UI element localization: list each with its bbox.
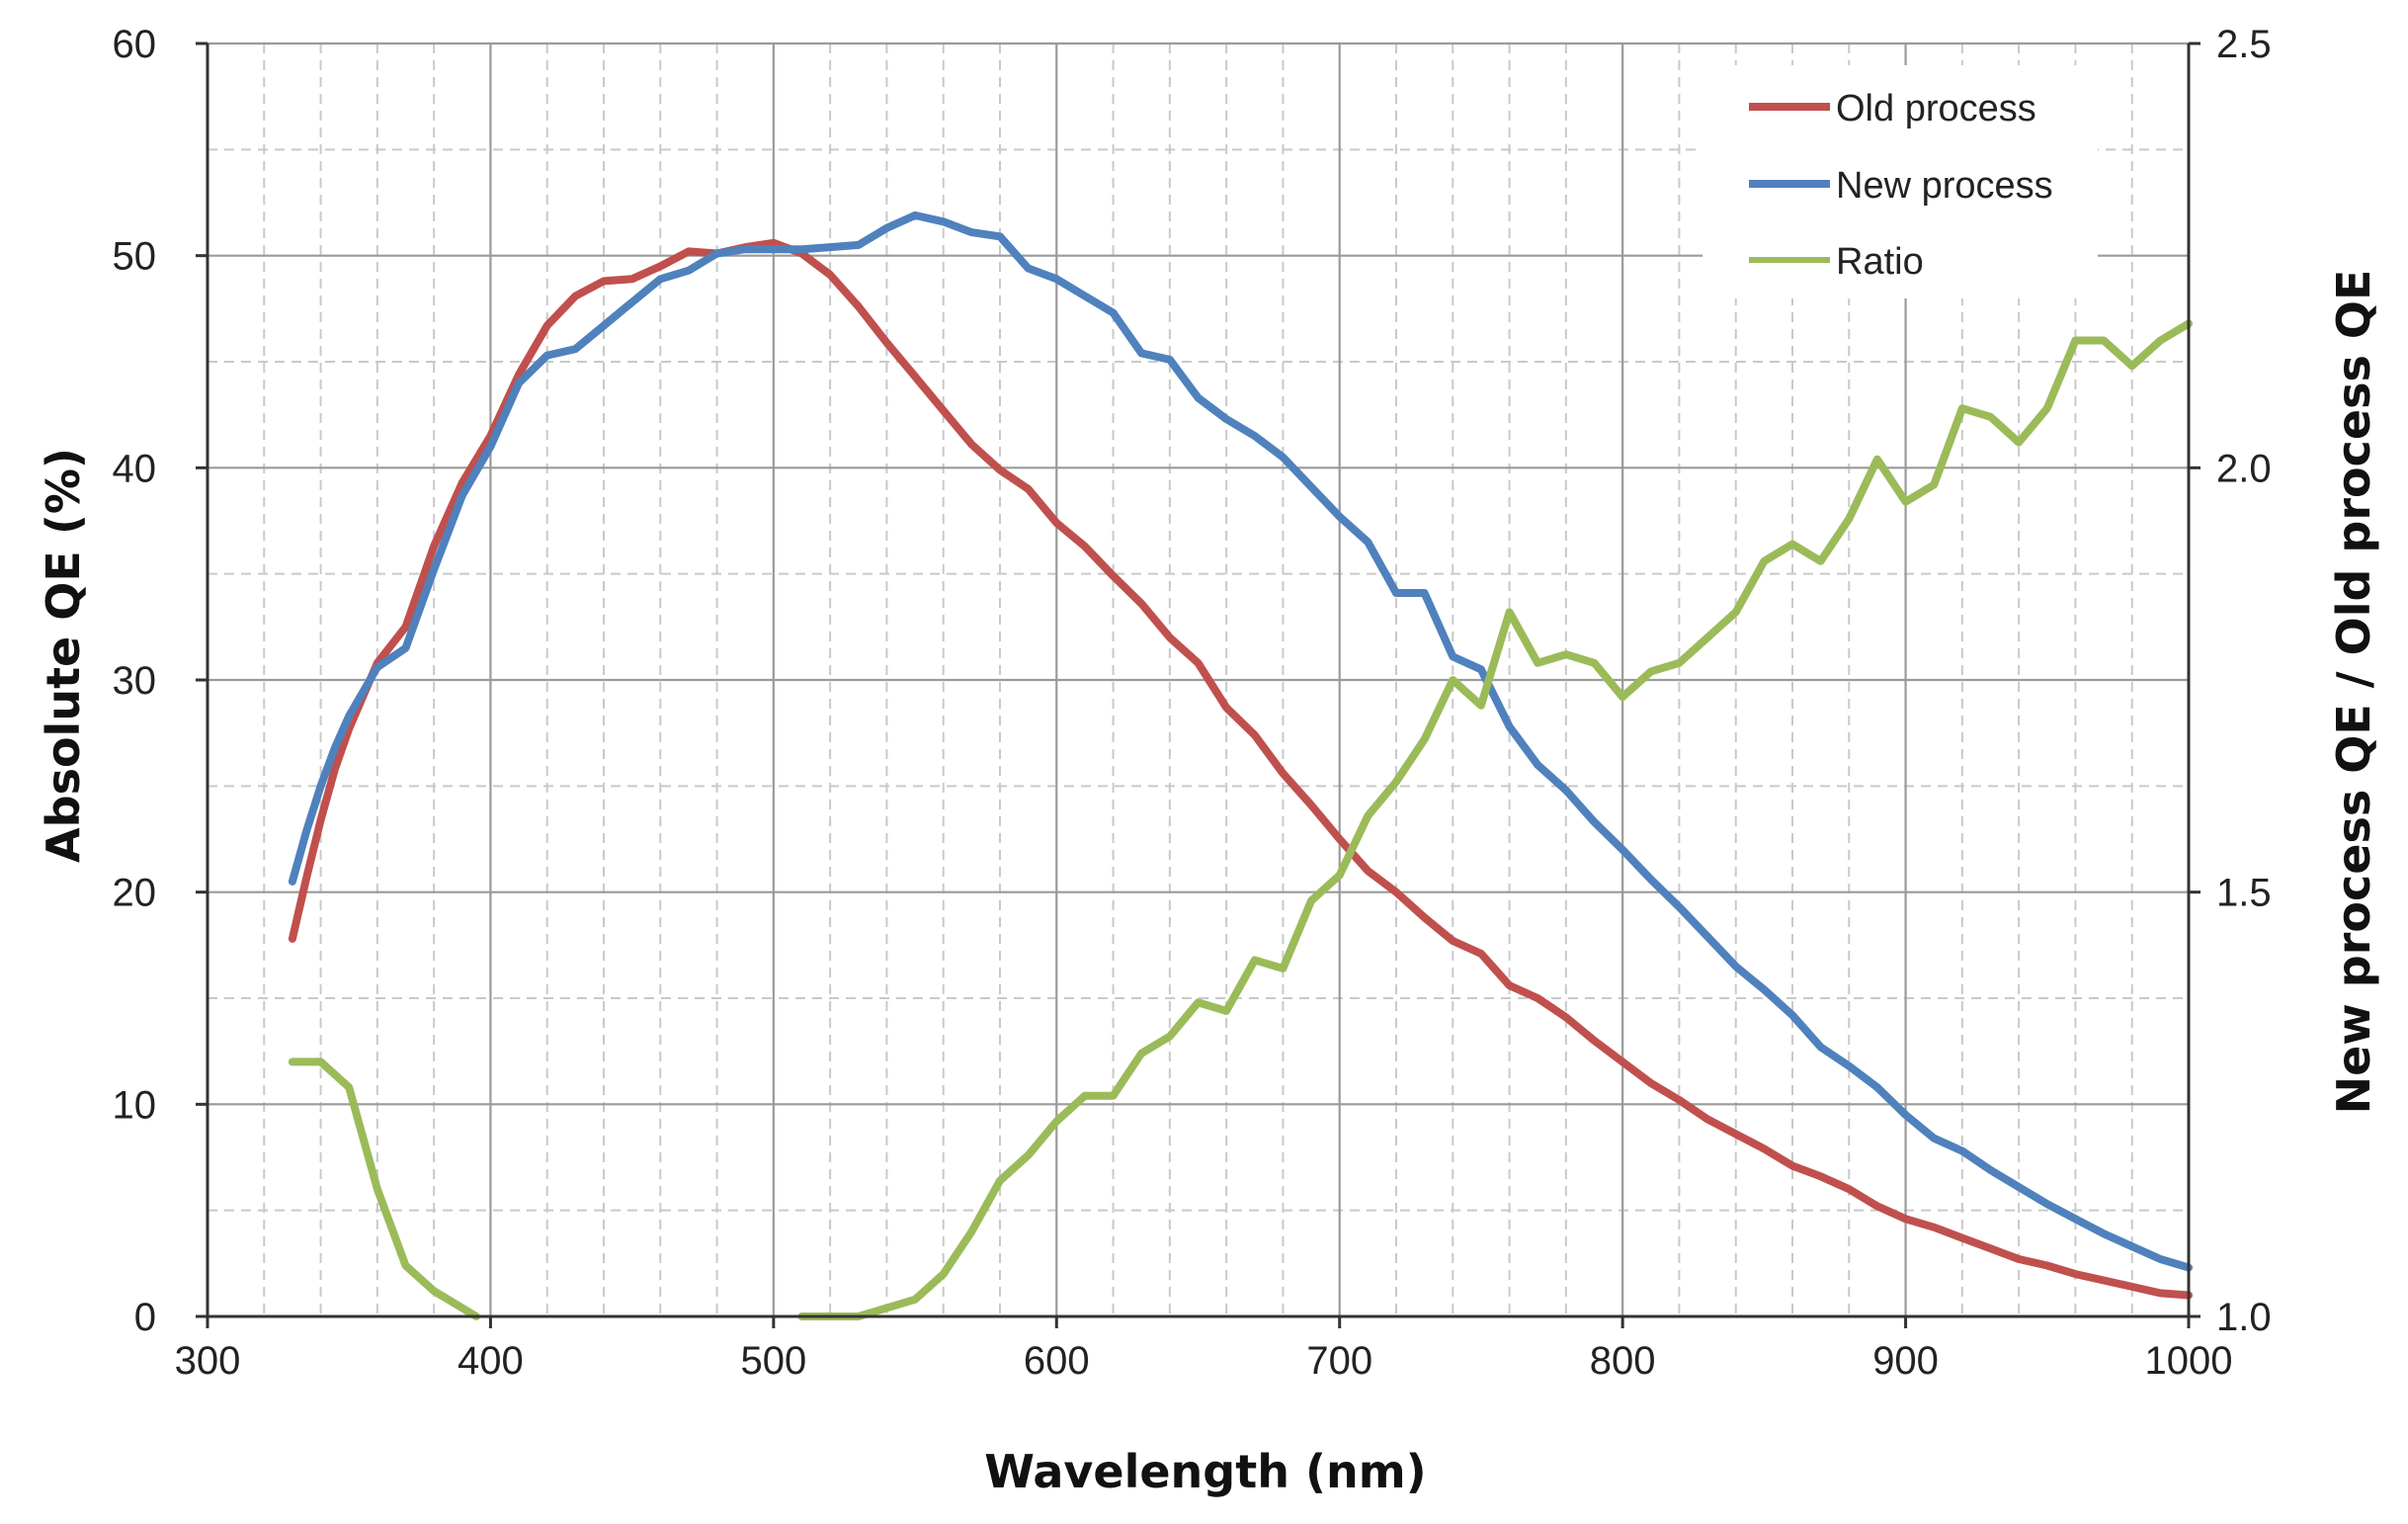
new-process-line (288, 211, 2193, 1272)
y2-tick-label: 1.0 (2216, 1296, 2272, 1339)
x-tick-label: 600 (1024, 1339, 1090, 1383)
y2-tick-label: 2.0 (2216, 447, 2272, 490)
series-layer (288, 211, 2193, 1320)
legend-label-old-process: Old process (1836, 88, 2036, 129)
y-tick-label: 10 (113, 1083, 157, 1127)
y-tick-label: 60 (113, 23, 157, 66)
x-tick-label: 800 (1590, 1339, 1656, 1383)
y2-tick-labels: 1.0 1.5 2.0 2.5 (2216, 23, 2272, 1339)
axes-layer (196, 42, 2200, 1328)
y2-axis-title: New process QE / Old process QE (2327, 270, 2380, 1115)
y-tick-label: 20 (113, 872, 157, 915)
x-axis-title: Wavelength (nm) (984, 1445, 1426, 1498)
y-tick-labels: 0 10 20 30 40 50 60 (113, 23, 157, 1339)
x-tick-label: 1000 (2145, 1339, 2233, 1383)
legend-label-ratio: Ratio (1836, 241, 1924, 283)
y-tick-label: 0 (134, 1296, 156, 1339)
x-tick-label: 400 (457, 1339, 524, 1383)
ratio-line-segment-left (288, 1058, 481, 1320)
y-axis-title: Absolute QE (%) (37, 448, 90, 863)
x-tick-label: 700 (1306, 1339, 1372, 1383)
x-tick-label: 900 (1872, 1339, 1939, 1383)
y2-tick-label: 2.5 (2216, 23, 2272, 66)
y-tick-label: 40 (113, 447, 157, 490)
x-tick-label: 300 (175, 1339, 241, 1383)
y-tick-label: 50 (113, 235, 157, 279)
legend-label-new-process: New process (1836, 165, 2053, 207)
old-process-line (288, 238, 2193, 1300)
y2-tick-label: 1.5 (2216, 872, 2272, 915)
legend: Old process New process Ratio (1702, 65, 2098, 298)
x-tick-label: 500 (740, 1339, 806, 1383)
y-tick-label: 30 (113, 659, 157, 703)
x-tick-labels: 300 400 500 600 700 800 900 1000 (175, 1339, 2233, 1383)
ratio-line-segment-right (797, 319, 2193, 1320)
